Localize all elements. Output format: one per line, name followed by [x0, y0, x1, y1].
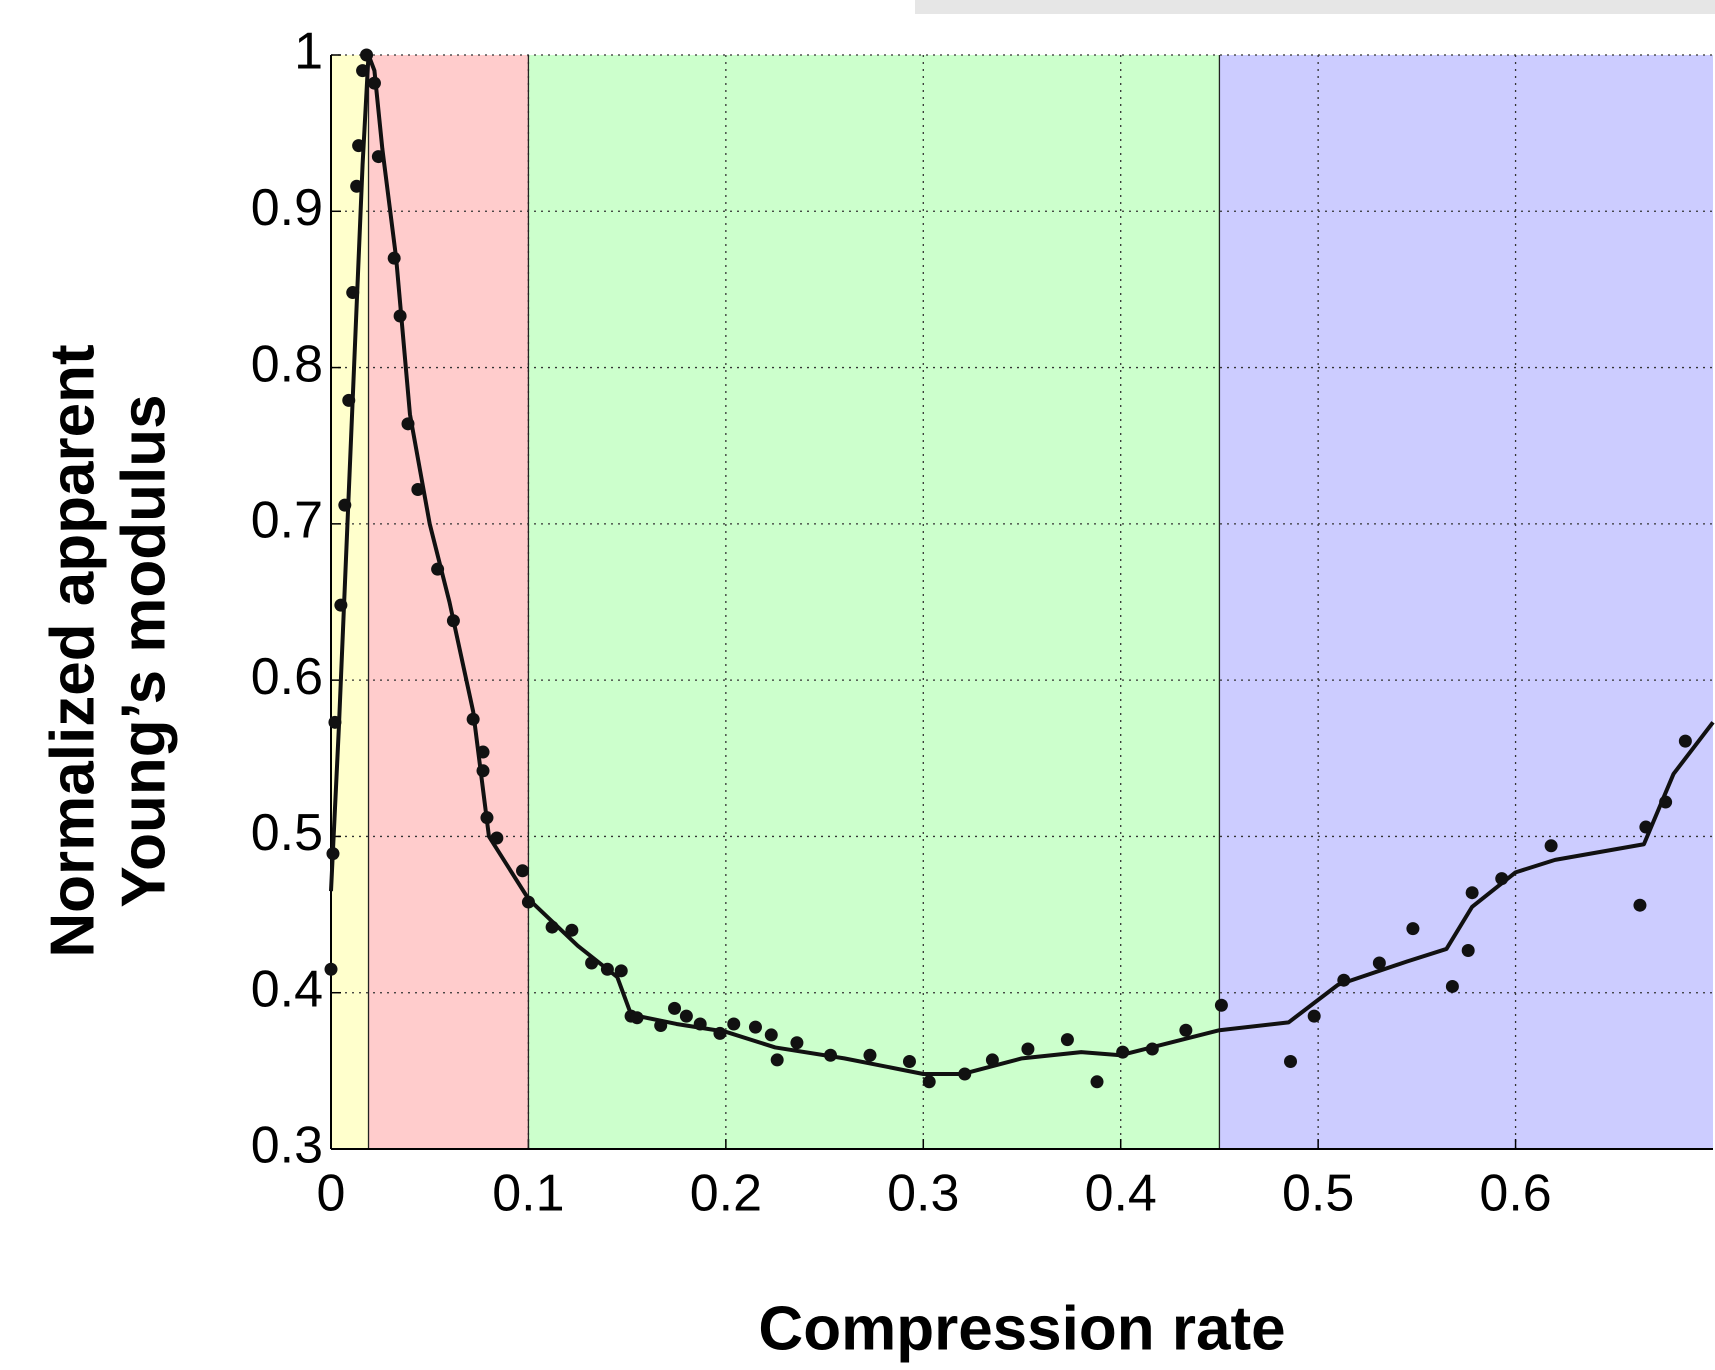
data-point — [958, 1067, 972, 1081]
data-point — [693, 1017, 707, 1031]
y-axis-label: Young’s modulus — [109, 394, 178, 907]
data-point — [748, 1020, 762, 1034]
data-point — [1495, 872, 1509, 886]
data-point — [476, 764, 490, 778]
data-point — [654, 1019, 668, 1033]
background-fragment — [915, 0, 1715, 14]
y-tick-label: 0.7 — [251, 492, 323, 550]
data-point — [1544, 839, 1558, 853]
x-tick-label: 0.1 — [492, 1165, 564, 1223]
data-point — [985, 1053, 999, 1067]
data-point — [516, 864, 530, 878]
data-point — [334, 598, 348, 612]
data-point — [1633, 898, 1647, 912]
data-point — [350, 179, 364, 193]
data-point — [823, 1048, 837, 1062]
data-point — [431, 562, 445, 576]
data-point — [466, 712, 480, 726]
data-point — [1060, 1033, 1074, 1047]
x-tick-label: 0.5 — [1282, 1165, 1354, 1223]
data-point — [600, 962, 614, 976]
data-point — [1145, 1042, 1159, 1056]
data-point — [727, 1017, 741, 1031]
data-point — [393, 309, 407, 323]
y-tick-label: 0.4 — [251, 960, 323, 1018]
y-tick-label: 0.8 — [251, 335, 323, 393]
x-tick-label: 0.4 — [1085, 1165, 1157, 1223]
data-point — [1639, 820, 1653, 834]
data-point — [387, 251, 401, 265]
data-point — [328, 715, 342, 729]
data-point — [1678, 734, 1692, 748]
y-axis-label: Normalized apparent — [38, 344, 107, 957]
data-point — [614, 964, 628, 978]
data-point — [1307, 1009, 1321, 1023]
data-point — [1465, 886, 1479, 900]
data-point — [346, 286, 360, 300]
data-point — [490, 831, 504, 845]
data-point — [922, 1075, 936, 1089]
data-point — [342, 393, 356, 407]
data-point — [521, 895, 535, 909]
x-axis-label: Compression rate — [758, 1294, 1285, 1363]
data-point — [371, 150, 385, 164]
region — [1219, 55, 1713, 1149]
y-tick-label: 0.6 — [251, 648, 323, 706]
data-point — [338, 498, 352, 512]
data-point — [770, 1053, 784, 1067]
data-point — [668, 1001, 682, 1015]
data-point — [476, 745, 490, 759]
data-point — [1372, 956, 1386, 970]
data-point — [1659, 795, 1673, 809]
data-point — [1337, 973, 1351, 987]
data-point — [1284, 1054, 1298, 1068]
data-point — [480, 811, 494, 825]
data-point — [764, 1028, 778, 1042]
data-point — [360, 48, 374, 62]
x-tick-label: 0.6 — [1479, 1165, 1551, 1223]
y-tick-label: 0.5 — [251, 804, 323, 862]
data-point — [790, 1036, 804, 1050]
data-point — [545, 920, 559, 934]
x-tick-label: 0.2 — [690, 1165, 762, 1223]
data-point — [1461, 944, 1475, 958]
data-point — [679, 1009, 693, 1023]
data-point — [565, 923, 579, 937]
x-tick-label: 0.3 — [887, 1165, 959, 1223]
data-point — [1406, 922, 1420, 936]
data-point — [446, 614, 460, 628]
data-point — [1090, 1075, 1104, 1089]
plot-area: 0 0.1 0.2 0.3 0.4 0.5 0.6 0.3 0.4 0.5 0.6 0.7 0.8 0.9… — [251, 23, 1715, 1223]
x-tick-label: 0 — [317, 1165, 346, 1223]
data-point — [1445, 979, 1459, 993]
data-point — [401, 417, 415, 431]
y-tick-label: 0.9 — [251, 179, 323, 237]
data-point — [326, 847, 340, 861]
data-point — [1021, 1042, 1035, 1056]
data-point — [585, 956, 599, 970]
data-point — [324, 962, 338, 976]
data-point — [713, 1026, 727, 1040]
data-point — [1116, 1045, 1130, 1059]
data-point — [630, 1011, 644, 1025]
data-point — [1214, 998, 1228, 1012]
data-point — [863, 1048, 877, 1062]
data-point — [356, 64, 370, 78]
y-tick-label: 0.3 — [251, 1117, 323, 1175]
data-point — [1179, 1023, 1193, 1037]
data-point — [352, 139, 366, 153]
data-point — [411, 482, 425, 496]
data-point — [902, 1054, 916, 1068]
data-point — [367, 76, 381, 90]
y-tick-label: 1 — [294, 23, 323, 81]
region — [528, 55, 1220, 1149]
